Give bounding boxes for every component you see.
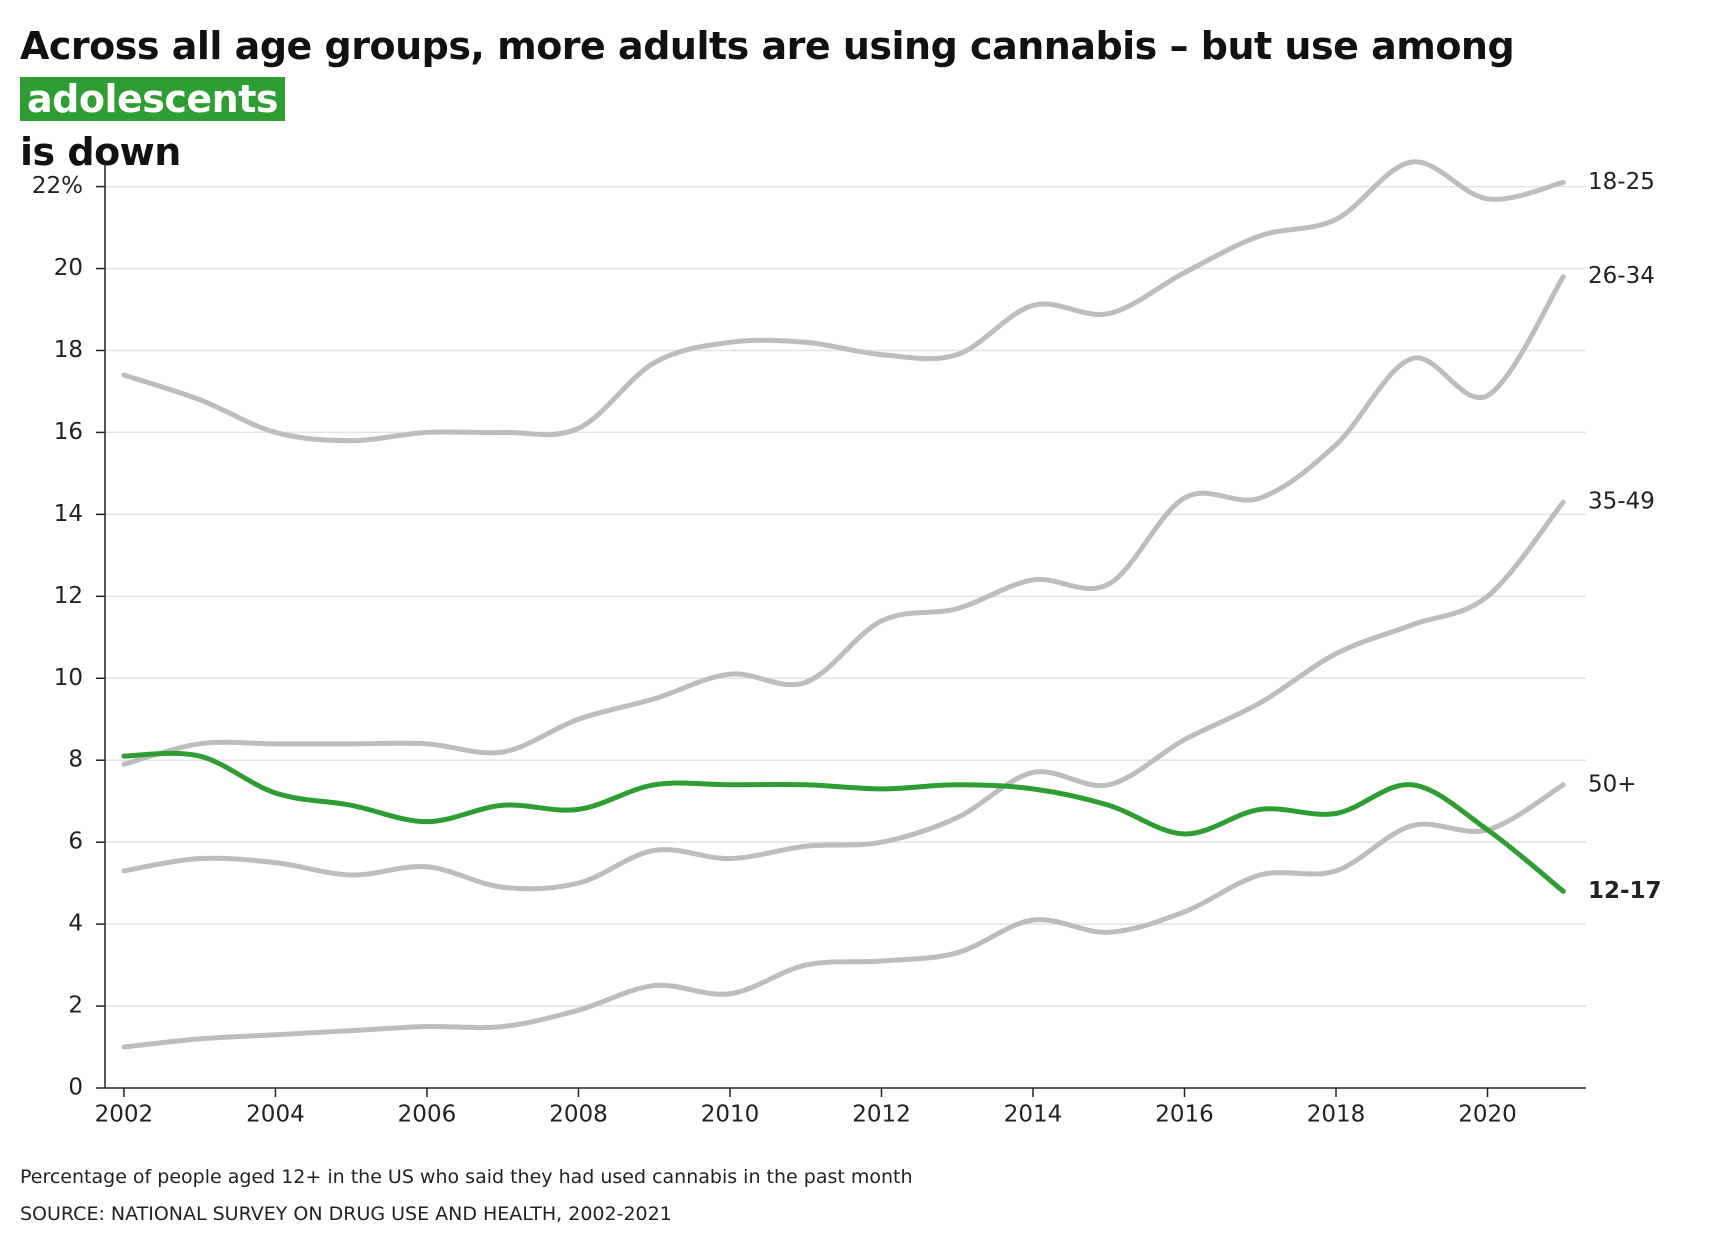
chart: 0 2 4 6 8 10 12 14 16 18 20 22% 2002 2004 2006 2008 2010… [32, 159, 1662, 1128]
title-text: Across all age groups, more adults are u… [20, 24, 1515, 68]
note: Percentage of people aged 12+ in the US … [20, 1166, 913, 1188]
series-label: 18-25 [1588, 169, 1655, 195]
y-tick-label: 4 [68, 911, 83, 937]
series-line [121, 499, 1566, 892]
x-tick-label: 2018 [1307, 1102, 1366, 1128]
x-tick-label: 2006 [398, 1102, 457, 1128]
y-tick-label: 20 [54, 255, 83, 281]
y-tick-label: 18 [54, 337, 83, 363]
x-tick-label: 2008 [549, 1102, 608, 1128]
y-tick-label: 22% [32, 173, 83, 199]
x-tick-label: 2004 [246, 1102, 305, 1128]
x-tick-label: 2002 [95, 1102, 154, 1128]
y-tick-label: 10 [54, 665, 83, 691]
x-tick-label: 2014 [1004, 1102, 1063, 1128]
title-highlight: adolescents [20, 77, 285, 121]
title-end: is down [20, 130, 181, 174]
y-tick-label: 14 [54, 501, 83, 527]
source: SOURCE: NATIONAL SURVEY ON DRUG USE AND … [20, 1203, 672, 1225]
x-tick-label: 2012 [852, 1102, 911, 1128]
series-line [121, 750, 1566, 894]
series-line [121, 782, 1566, 1050]
y-tick-label: 2 [68, 993, 83, 1019]
y-tick-label: 6 [68, 829, 83, 855]
y-tick-label: 8 [68, 747, 83, 773]
series-label: 35-49 [1588, 489, 1655, 515]
x-tick-label: 2020 [1458, 1102, 1517, 1128]
series-line [121, 159, 1566, 444]
series-label: 26-34 [1588, 263, 1655, 289]
chart-title: Across all age groups, more adults are u… [20, 20, 1700, 179]
x-tick-label: 2016 [1155, 1102, 1214, 1128]
y-tick-label: 0 [68, 1075, 83, 1101]
series-label: 12-17 [1588, 878, 1662, 904]
series-line [121, 274, 1566, 767]
x-tick-label: 2010 [701, 1102, 760, 1128]
y-tick-label: 12 [54, 583, 83, 609]
y-tick-label: 16 [54, 419, 83, 445]
series-label: 50+ [1588, 771, 1637, 797]
